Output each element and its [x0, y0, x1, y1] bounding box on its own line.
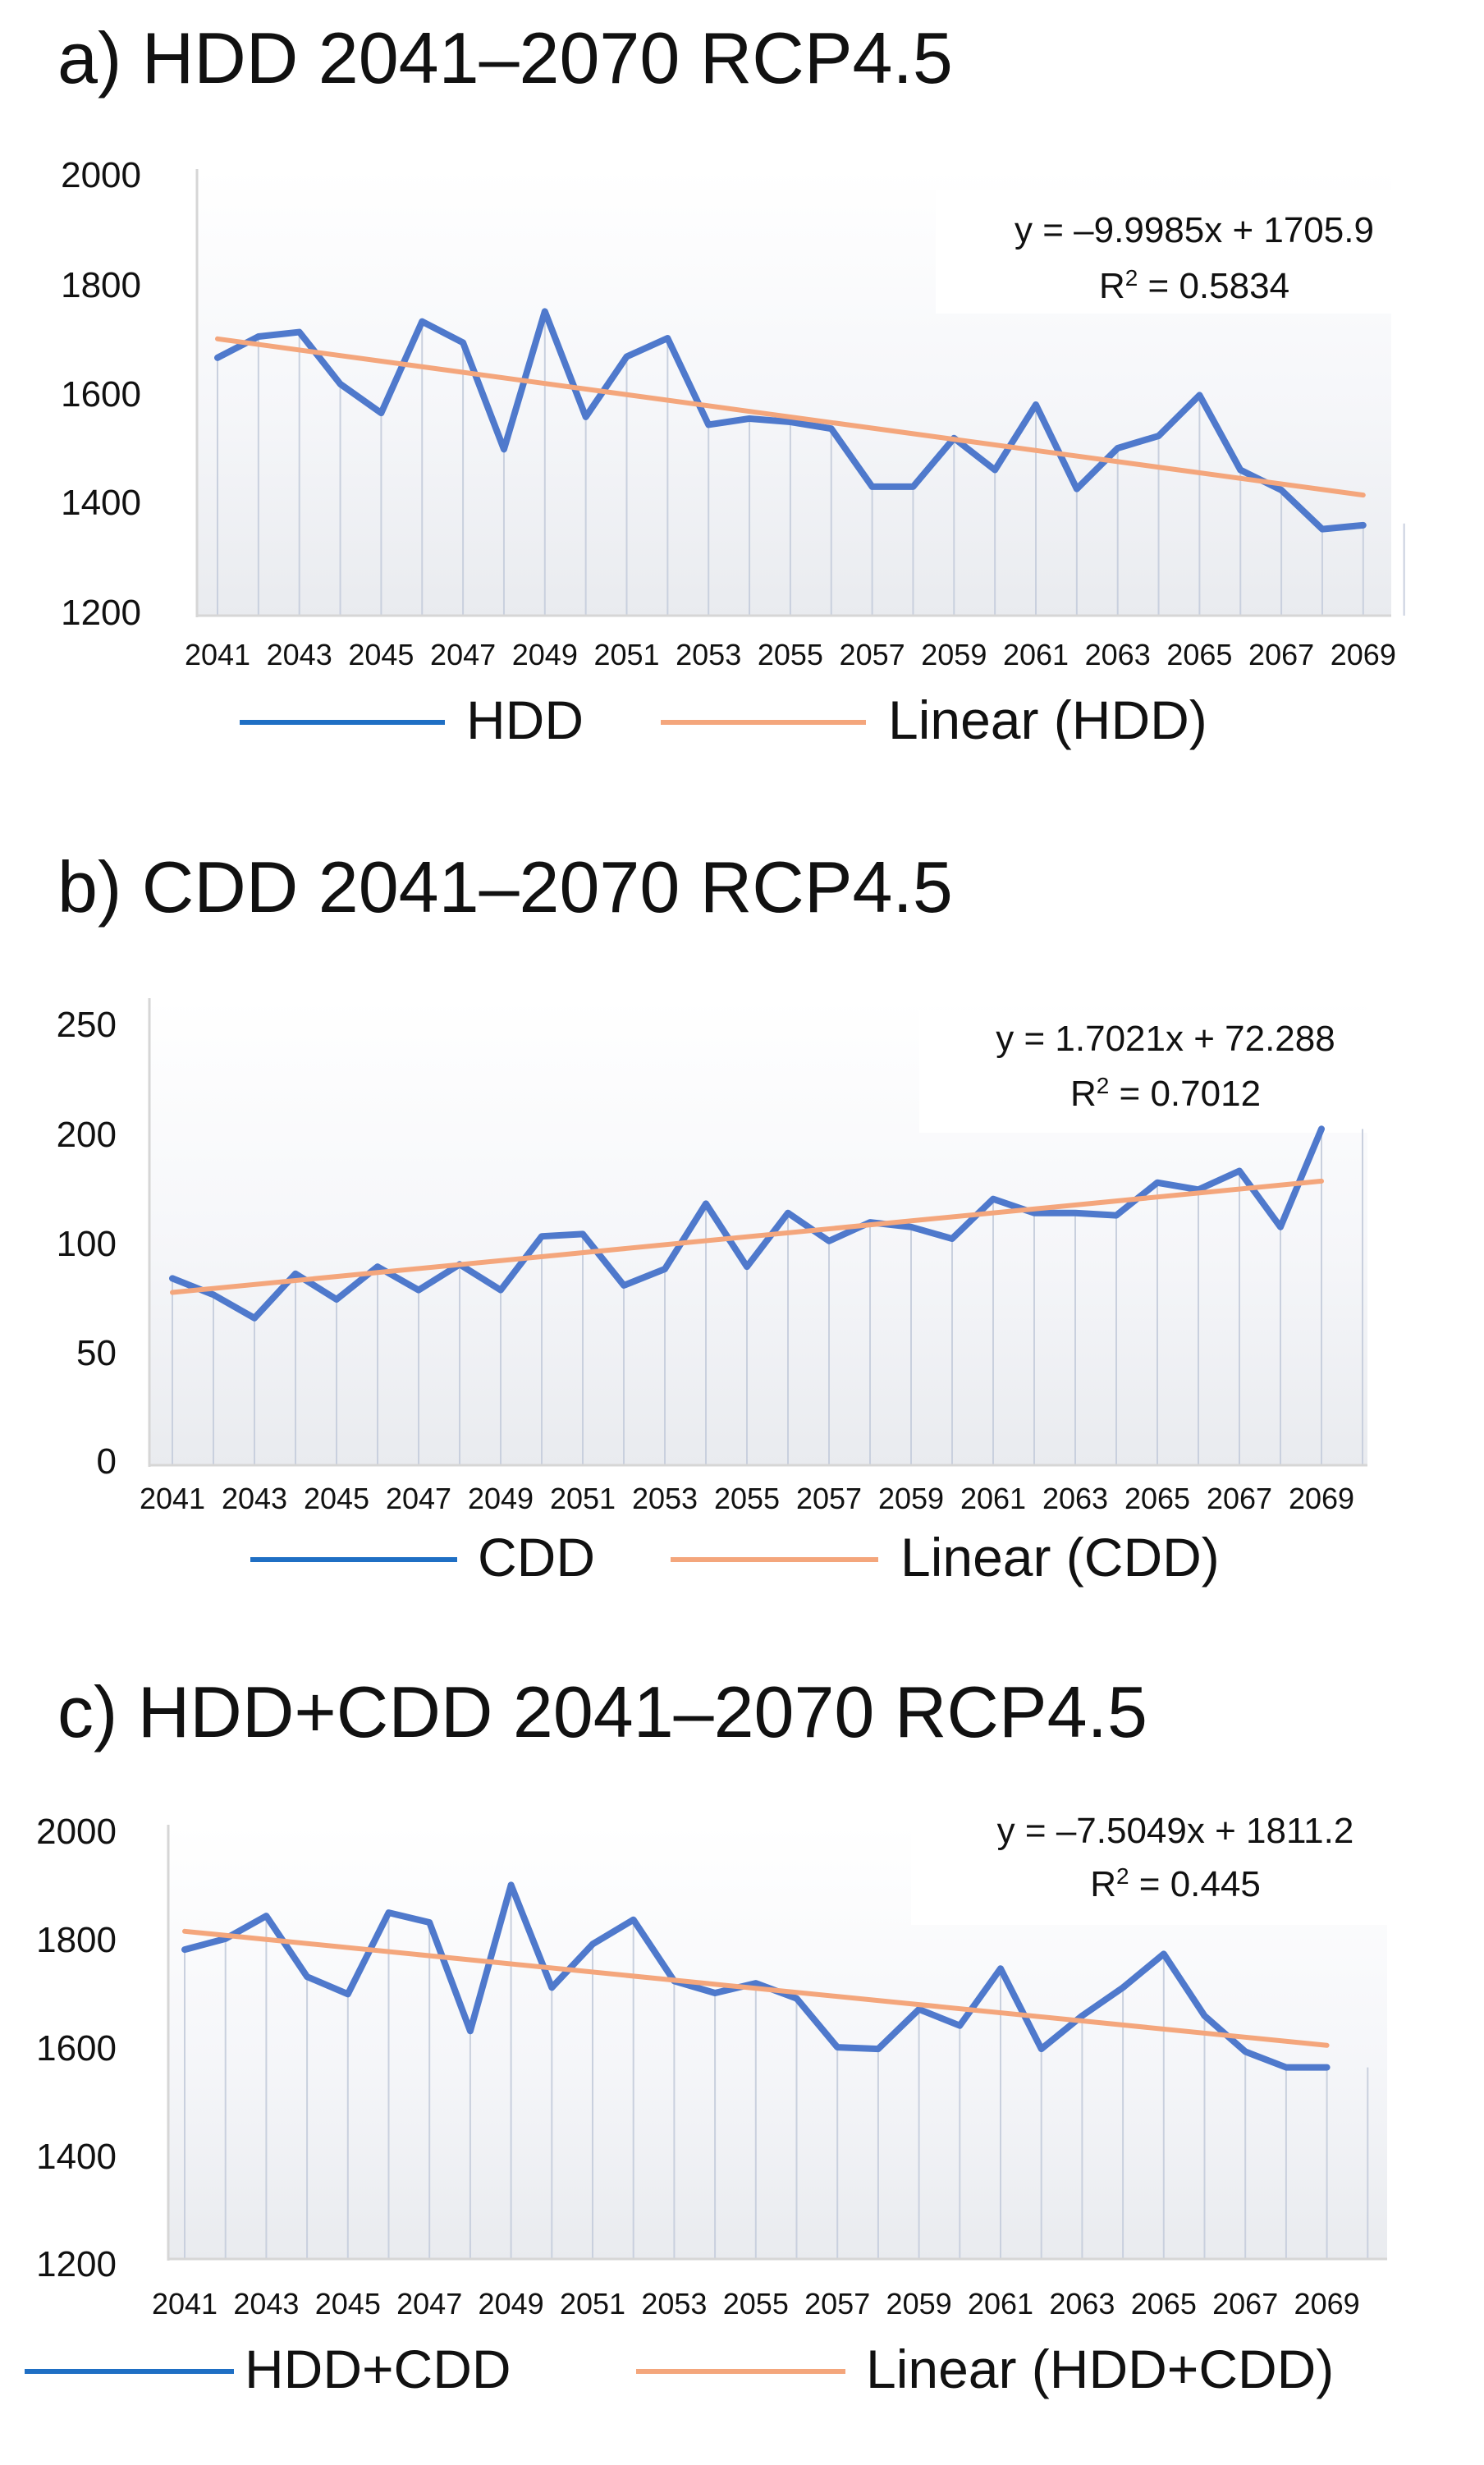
x-tick-label: 2043 — [267, 638, 332, 671]
cdd-chart: 250 200 100 50 0 2041 2043 2045 2047 2049 2051 2053… — [57, 998, 1372, 1588]
legend-series-label: HDD — [466, 690, 584, 750]
legend-trend-label: Linear (CDD) — [900, 1527, 1220, 1588]
x-tick-label: 2057 — [804, 2287, 870, 2321]
y-tick-label: 1400 — [61, 483, 141, 523]
x-tick-label: 2055 — [758, 638, 823, 671]
y-tick-label: 50 — [76, 1333, 117, 1373]
x-tick-label: 2065 — [1166, 638, 1232, 671]
trend-line — [170, 1178, 1324, 1295]
panel-a-title: a) HDD 2041–2070 RCP4.5 — [57, 17, 953, 99]
x-tick-label: 2069 — [1294, 2287, 1360, 2321]
x-tick-label: 2063 — [1042, 1482, 1108, 1515]
x-tick-label: 2047 — [386, 1482, 451, 1515]
x-tick-label: 2045 — [304, 1482, 369, 1515]
x-tick-label: 2057 — [840, 638, 905, 671]
x-tick-label: 2049 — [468, 1482, 534, 1515]
x-tick-label: 2061 — [1003, 638, 1069, 671]
trend-line — [182, 1928, 1330, 2048]
y-tick-label: 200 — [57, 1115, 117, 1155]
x-tick-label: 2069 — [1331, 638, 1396, 671]
x-tick-label: 2055 — [714, 1482, 780, 1515]
x-tick-label: 2043 — [222, 1482, 287, 1515]
x-tick-label: 2049 — [512, 638, 578, 671]
series-line — [181, 1881, 1331, 2071]
trend-equation: y = –7.5049x + 1811.2 — [997, 1811, 1354, 1851]
trend-equation: y = –9.9985x + 1705.9 — [1015, 210, 1374, 250]
trend-equation: y = 1.7021x + 72.288 — [996, 1019, 1335, 1059]
x-tick-label: 2059 — [921, 638, 987, 671]
y-tick-label: 1400 — [36, 2137, 117, 2177]
x-tick-label: 2041 — [152, 2287, 218, 2321]
x-tick-label: 2041 — [140, 1482, 205, 1515]
x-tick-label: 2049 — [479, 2287, 544, 2321]
y-tick-label: 1800 — [36, 1920, 117, 1960]
legend-trend-label: Linear (HDD+CDD) — [866, 2339, 1334, 2399]
legend-series-label: CDD — [478, 1527, 595, 1588]
x-tick-label: 2047 — [396, 2287, 462, 2321]
y-tick-label: 1600 — [36, 2028, 117, 2069]
x-tick-label: 2063 — [1049, 2287, 1115, 2321]
equation-box — [919, 1010, 1372, 1133]
r-squared-label: R2 = 0.5834 — [1099, 265, 1289, 307]
x-tick-label: 2067 — [1207, 1482, 1272, 1515]
x-tick-label: 2059 — [886, 2287, 952, 2321]
x-tick-label: 2051 — [560, 2287, 625, 2321]
y-tick-label: 0 — [97, 1441, 117, 1482]
x-tick-label: 2067 — [1248, 638, 1314, 671]
x-tick-label: 2055 — [723, 2287, 789, 2321]
series-line — [214, 308, 1367, 533]
x-tick-label: 2067 — [1212, 2287, 1278, 2321]
x-tick-label: 2047 — [430, 638, 496, 671]
hdd-cdd-chart: 2000 1800 1600 1400 1200 2041 2043 2045 2047 2049… — [25, 1802, 1391, 2399]
x-tick-label: 2051 — [593, 638, 659, 671]
x-tick-label: 2045 — [315, 2287, 381, 2321]
y-tick-label: 250 — [57, 1005, 117, 1045]
x-tick-label: 2061 — [960, 1482, 1026, 1515]
y-tick-label: 2000 — [36, 1812, 117, 1852]
equation-box — [936, 190, 1395, 314]
x-tick-label: 2053 — [676, 638, 741, 671]
x-tick-label: 2053 — [641, 2287, 707, 2321]
x-tick-label: 2065 — [1131, 2287, 1197, 2321]
series-line — [169, 1125, 1325, 1322]
x-tick-label: 2043 — [233, 2287, 299, 2321]
r-squared-label: R2 = 0.7012 — [1070, 1073, 1261, 1115]
hdd-chart: 2000 1800 1600 1400 1200 2041 2043 2045 2047 2049… — [61, 155, 1405, 750]
x-tick-label: 2061 — [968, 2287, 1033, 2321]
y-tick-label: 1800 — [61, 265, 141, 305]
y-tick-label: 1600 — [61, 374, 141, 415]
trend-line — [215, 336, 1366, 498]
x-tick-label: 2063 — [1085, 638, 1151, 671]
x-tick-label: 2057 — [796, 1482, 862, 1515]
x-tick-label: 2045 — [348, 638, 414, 671]
x-tick-label: 2059 — [878, 1482, 944, 1515]
legend-trend-label: Linear (HDD) — [888, 690, 1207, 750]
y-tick-label: 100 — [57, 1224, 117, 1264]
x-tick-label: 2053 — [632, 1482, 698, 1515]
legend-series-label: HDD+CDD — [245, 2339, 511, 2399]
y-tick-label: 1200 — [61, 593, 141, 633]
x-tick-label: 2041 — [185, 638, 250, 671]
x-tick-label: 2069 — [1289, 1482, 1354, 1515]
x-tick-label: 2051 — [550, 1482, 616, 1515]
equation-box — [911, 1802, 1391, 1925]
x-tick-label: 2065 — [1124, 1482, 1190, 1515]
r-squared-label: R2 = 0.445 — [1090, 1863, 1261, 1905]
panel-c-title: c) HDD+CDD 2041–2070 RCP4.5 — [57, 1671, 1147, 1753]
y-tick-label: 2000 — [61, 155, 141, 195]
y-tick-label: 1200 — [36, 2244, 117, 2284]
panel-b-title: b) CDD 2041–2070 RCP4.5 — [57, 846, 953, 928]
